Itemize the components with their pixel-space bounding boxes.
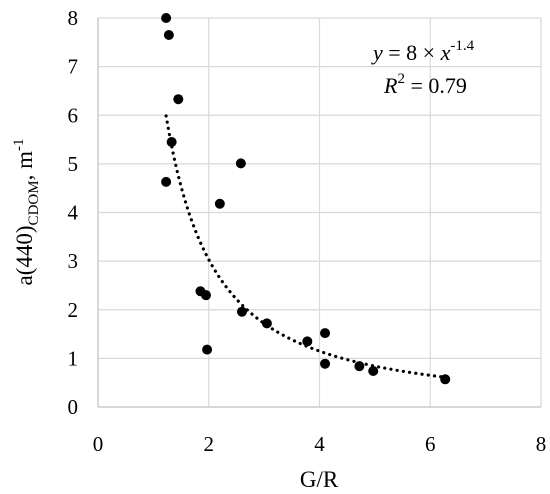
data-point bbox=[320, 358, 331, 369]
data-point bbox=[440, 374, 451, 385]
data-point bbox=[200, 290, 211, 301]
x-tick-label: 8 bbox=[536, 432, 547, 456]
data-point bbox=[161, 176, 172, 187]
data-point bbox=[235, 158, 246, 169]
data-point bbox=[354, 361, 365, 372]
y-tick-label: 6 bbox=[68, 103, 79, 127]
y-tick-label: 4 bbox=[68, 201, 79, 225]
data-point bbox=[202, 344, 213, 355]
data-point bbox=[261, 318, 272, 329]
data-point bbox=[161, 13, 172, 23]
axes bbox=[97, 18, 541, 408]
trendline-equation: y = 8 × x-1.4 bbox=[371, 38, 475, 65]
y-tick-label: 1 bbox=[68, 346, 79, 370]
x-axis-title: G/R bbox=[300, 467, 339, 492]
data-point bbox=[368, 366, 379, 377]
tick-labels: 0 1 2 3 4 5 6 7 8 0 2 4 6 8 bbox=[68, 6, 547, 456]
data-points bbox=[161, 13, 451, 385]
x-tick-label: 6 bbox=[425, 432, 436, 456]
y-axis-title: a(440)CDOM, m-1 bbox=[11, 139, 42, 286]
y-tick-label: 2 bbox=[68, 298, 79, 322]
data-point bbox=[163, 30, 174, 41]
y-tick-label: 7 bbox=[68, 55, 79, 79]
y-tick-label: 8 bbox=[68, 6, 79, 30]
y-tick-label: 5 bbox=[68, 152, 79, 176]
data-point bbox=[236, 306, 247, 317]
data-point bbox=[173, 94, 184, 105]
data-point bbox=[320, 328, 331, 339]
x-tick-label: 4 bbox=[314, 432, 325, 456]
y-tick-label: 3 bbox=[68, 249, 79, 273]
r-squared-label: R2 = 0.79 bbox=[383, 71, 467, 98]
data-point bbox=[214, 198, 225, 209]
x-tick-label: 2 bbox=[204, 432, 215, 456]
data-point bbox=[302, 336, 313, 347]
grid bbox=[98, 17, 542, 407]
y-tick-label: 0 bbox=[68, 395, 79, 419]
x-tick-label: 0 bbox=[93, 432, 104, 456]
data-point bbox=[166, 136, 177, 147]
